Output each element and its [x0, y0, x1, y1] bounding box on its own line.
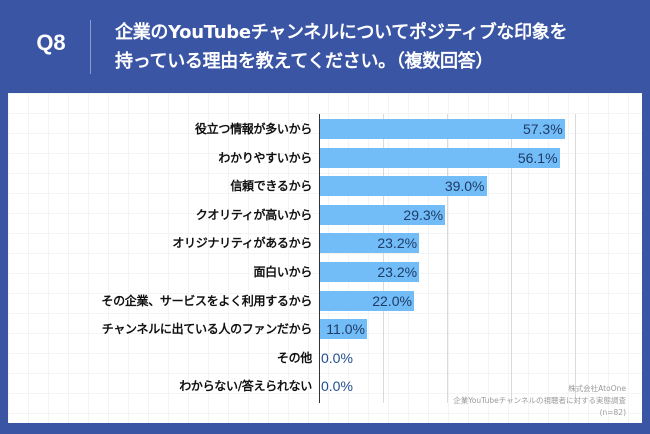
category-label: その他	[276, 350, 312, 365]
bar-row: わからない/答えられない 0.0%	[0, 376, 650, 396]
value-label: 39.0%	[444, 178, 485, 195]
bar	[320, 147, 560, 168]
bar-row: わかりやすいから 56.1%	[0, 147, 650, 168]
question-title-line2: 持っている理由を教えてください。（複数回答）	[115, 51, 494, 72]
category-label: クオリティが高いから	[195, 207, 313, 222]
value-label: 11.0%	[326, 321, 365, 338]
category-label: その企業、サービスをよく利用するから	[101, 293, 312, 308]
value-label: 0.0%	[321, 349, 353, 366]
bar-row: クオリティが高いから 29.3%	[0, 204, 650, 225]
value-label: 57.3%	[522, 121, 563, 137]
category-label: 役立つ情報が多いから	[194, 122, 312, 136]
bar-row: チャンネルに出ている人のファンだから 11.0%	[0, 319, 650, 340]
source-sample-size: (n=82)	[599, 408, 626, 417]
category-label: チャンネルに出ている人のファンだから	[101, 322, 313, 337]
bar	[320, 262, 420, 282]
bar	[320, 233, 420, 254]
source-survey: 企業YouTubeチャンネルの視聴者に対する実態調査	[453, 396, 626, 405]
category-label: わかりやすいから	[218, 150, 312, 165]
bar	[320, 319, 367, 340]
header-divider	[90, 20, 91, 74]
bar-row: その企業、サービスをよく利用するから 22.0%	[0, 290, 650, 311]
question-number: Q8	[36, 30, 66, 55]
value-label: 29.3%	[403, 206, 444, 223]
gridline	[447, 114, 449, 403]
value-label: 56.1%	[517, 149, 558, 166]
category-label: 信頼できるから	[230, 179, 312, 194]
value-label: 23.2%	[377, 264, 418, 280]
source-note: 株式会社AtoOne 企業YouTubeチャンネルの視聴者に対する実態調査 (n…	[453, 383, 626, 419]
bar	[320, 119, 565, 139]
y-axis-line	[319, 114, 320, 403]
bar-row: その他 0.0%	[0, 348, 650, 368]
bar-row: 面白いから 23.2%	[0, 262, 650, 282]
category-label: 面白いから	[253, 265, 312, 279]
value-label: 23.2%	[377, 235, 418, 252]
bar	[320, 204, 446, 225]
value-label: 22.0%	[372, 292, 412, 309]
bar	[320, 290, 414, 311]
gridline	[383, 114, 385, 403]
gridline	[575, 114, 577, 403]
gridline	[511, 114, 513, 403]
category-label: わからない/答えられない	[179, 379, 312, 394]
question-title-line1: 企業のYouTubeチャンネルについてポジティブな印象を	[115, 22, 568, 43]
value-label: 0.0%	[321, 378, 353, 395]
bar-row: 役立つ情報が多いから 57.3%	[0, 119, 650, 139]
bar	[320, 176, 487, 197]
question-title: 企業のYouTubeチャンネルについてポジティブな印象を 持っている理由を教えて…	[115, 18, 568, 76]
bar-row: オリジナリティがあるから 23.2%	[0, 233, 650, 254]
category-label: オリジナリティがあるから	[172, 236, 312, 251]
source-company: 株式会社AtoOne	[568, 384, 626, 393]
bar-row: 信頼できるから 39.0%	[0, 176, 650, 197]
